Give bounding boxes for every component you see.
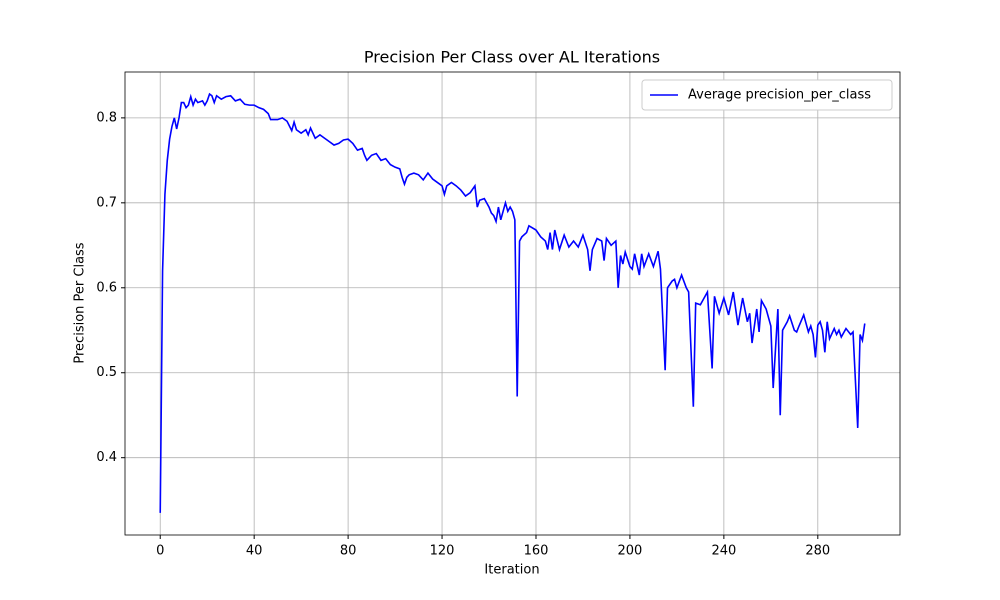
x-axis-label: Iteration (484, 563, 539, 578)
y-axis-label: Precision Per Class (73, 242, 88, 363)
chart-title: Precision Per Class over AL Iterations (364, 48, 660, 67)
y-tick-label: 0.7 (96, 195, 117, 210)
x-tick-label: 160 (524, 544, 549, 559)
y-tick-label: 0.5 (96, 365, 117, 380)
x-tick-label: 200 (618, 544, 643, 559)
y-tick-label: 0.8 (96, 110, 117, 125)
data-line (159, 92, 866, 513)
x-tick-label: 80 (340, 544, 357, 559)
x-tick-label: 40 (246, 544, 263, 559)
y-tick-label: 0.6 (96, 280, 117, 295)
x-tick-label: 240 (711, 544, 736, 559)
x-tick-label: 120 (430, 544, 455, 559)
legend-label: Average precision_per_class (688, 88, 871, 103)
legend-box (641, 79, 893, 111)
y-tick-label: 0.4 (96, 450, 117, 465)
x-tick-label: 280 (805, 544, 830, 559)
plot-frame (124, 71, 901, 536)
x-tick-label: 0 (156, 544, 164, 559)
